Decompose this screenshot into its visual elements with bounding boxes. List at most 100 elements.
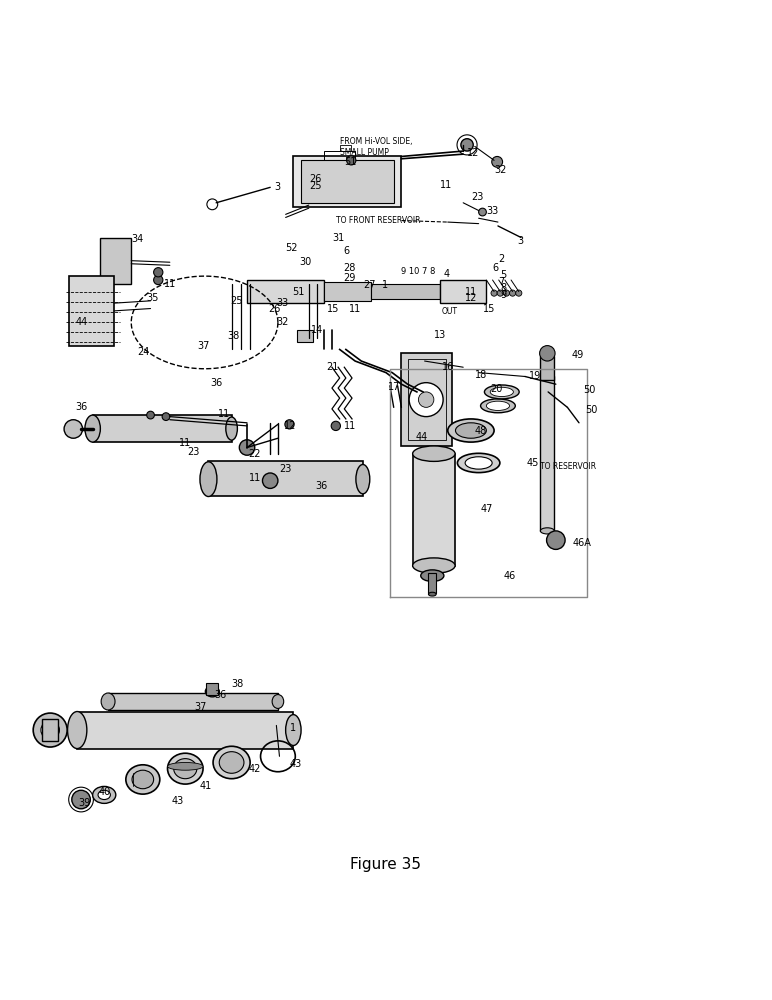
Ellipse shape <box>421 570 444 581</box>
Text: 19: 19 <box>529 371 541 381</box>
Ellipse shape <box>174 759 197 779</box>
Circle shape <box>479 208 486 216</box>
Text: 49: 49 <box>571 350 584 360</box>
Text: 30: 30 <box>300 257 312 267</box>
Bar <box>540 376 554 531</box>
Ellipse shape <box>272 695 284 708</box>
Circle shape <box>154 275 163 285</box>
Ellipse shape <box>455 423 486 438</box>
Text: 23: 23 <box>471 192 483 202</box>
Text: 48: 48 <box>475 426 487 436</box>
Ellipse shape <box>485 385 520 399</box>
Text: 40: 40 <box>99 787 111 797</box>
Text: 12: 12 <box>467 148 479 158</box>
Text: 8: 8 <box>500 283 506 293</box>
Bar <box>208 461 363 496</box>
Text: 15: 15 <box>327 304 339 314</box>
Bar <box>413 454 455 566</box>
Text: 26: 26 <box>309 174 321 184</box>
Circle shape <box>154 268 163 277</box>
Text: 36: 36 <box>76 402 88 412</box>
Ellipse shape <box>448 419 494 442</box>
Ellipse shape <box>205 686 219 697</box>
Circle shape <box>41 721 59 739</box>
Text: 11: 11 <box>344 421 356 431</box>
Text: 1: 1 <box>290 723 296 733</box>
Ellipse shape <box>465 457 493 469</box>
Text: 44: 44 <box>415 432 428 442</box>
Text: 38: 38 <box>228 331 240 341</box>
Text: 41: 41 <box>199 781 212 791</box>
Text: FROM Hi-VOL SIDE,
SMALL PUMP: FROM Hi-VOL SIDE, SMALL PUMP <box>340 137 412 157</box>
Text: 3: 3 <box>517 236 523 246</box>
Text: 3: 3 <box>274 182 280 192</box>
Text: 12: 12 <box>284 421 296 431</box>
Text: 50: 50 <box>583 385 595 395</box>
Text: TO FRONT RESERVOIR: TO FRONT RESERVOIR <box>336 216 420 225</box>
Text: 24: 24 <box>137 347 150 357</box>
Text: TO RESERVOIR: TO RESERVOIR <box>540 462 597 471</box>
Bar <box>324 151 355 160</box>
Bar <box>108 693 278 710</box>
Text: 35: 35 <box>147 293 159 303</box>
Text: 44: 44 <box>76 317 88 327</box>
Text: 11: 11 <box>218 409 230 419</box>
Circle shape <box>547 531 565 549</box>
Ellipse shape <box>412 558 455 573</box>
Ellipse shape <box>219 752 244 773</box>
Circle shape <box>510 290 516 296</box>
Ellipse shape <box>412 446 455 461</box>
Text: 36: 36 <box>210 378 222 388</box>
Bar <box>324 282 371 301</box>
Ellipse shape <box>540 528 554 534</box>
Text: 21: 21 <box>326 362 338 372</box>
Circle shape <box>64 420 83 438</box>
Text: 18: 18 <box>475 370 487 380</box>
Circle shape <box>239 440 255 455</box>
Ellipse shape <box>132 770 154 789</box>
Text: 36: 36 <box>215 690 227 700</box>
Circle shape <box>503 290 510 296</box>
Bar <box>297 330 313 342</box>
Text: 20: 20 <box>490 384 503 394</box>
Text: 47: 47 <box>480 504 493 514</box>
Text: 7: 7 <box>498 277 504 287</box>
Bar <box>69 276 114 346</box>
Ellipse shape <box>540 373 554 380</box>
Bar <box>428 573 436 593</box>
Text: 26: 26 <box>269 304 281 314</box>
Ellipse shape <box>85 415 100 442</box>
Text: 33: 33 <box>276 298 289 308</box>
Text: 25: 25 <box>230 296 242 306</box>
Text: 9: 9 <box>500 290 506 300</box>
Text: 12: 12 <box>465 293 477 303</box>
Text: 51: 51 <box>292 287 304 297</box>
Circle shape <box>331 421 340 431</box>
Text: OUT: OUT <box>442 307 458 316</box>
Text: 43: 43 <box>171 796 184 806</box>
Bar <box>371 284 440 299</box>
Text: 16: 16 <box>442 362 454 372</box>
Text: 2: 2 <box>498 254 504 264</box>
Text: 50: 50 <box>585 405 598 415</box>
Bar <box>301 160 394 203</box>
Ellipse shape <box>213 746 250 779</box>
Circle shape <box>540 346 555 361</box>
Bar <box>247 280 324 303</box>
Text: 25: 25 <box>309 181 321 191</box>
Circle shape <box>516 290 522 296</box>
Ellipse shape <box>101 693 115 710</box>
Text: 14: 14 <box>311 325 323 335</box>
Text: 28: 28 <box>344 263 356 273</box>
Circle shape <box>147 411 154 419</box>
Ellipse shape <box>486 401 510 410</box>
Circle shape <box>491 290 497 296</box>
Bar <box>77 712 293 749</box>
Bar <box>408 359 446 440</box>
Circle shape <box>262 473 278 488</box>
Text: 45: 45 <box>527 458 539 468</box>
Ellipse shape <box>428 592 436 596</box>
Ellipse shape <box>490 387 513 397</box>
Bar <box>100 238 131 284</box>
Ellipse shape <box>93 786 116 803</box>
